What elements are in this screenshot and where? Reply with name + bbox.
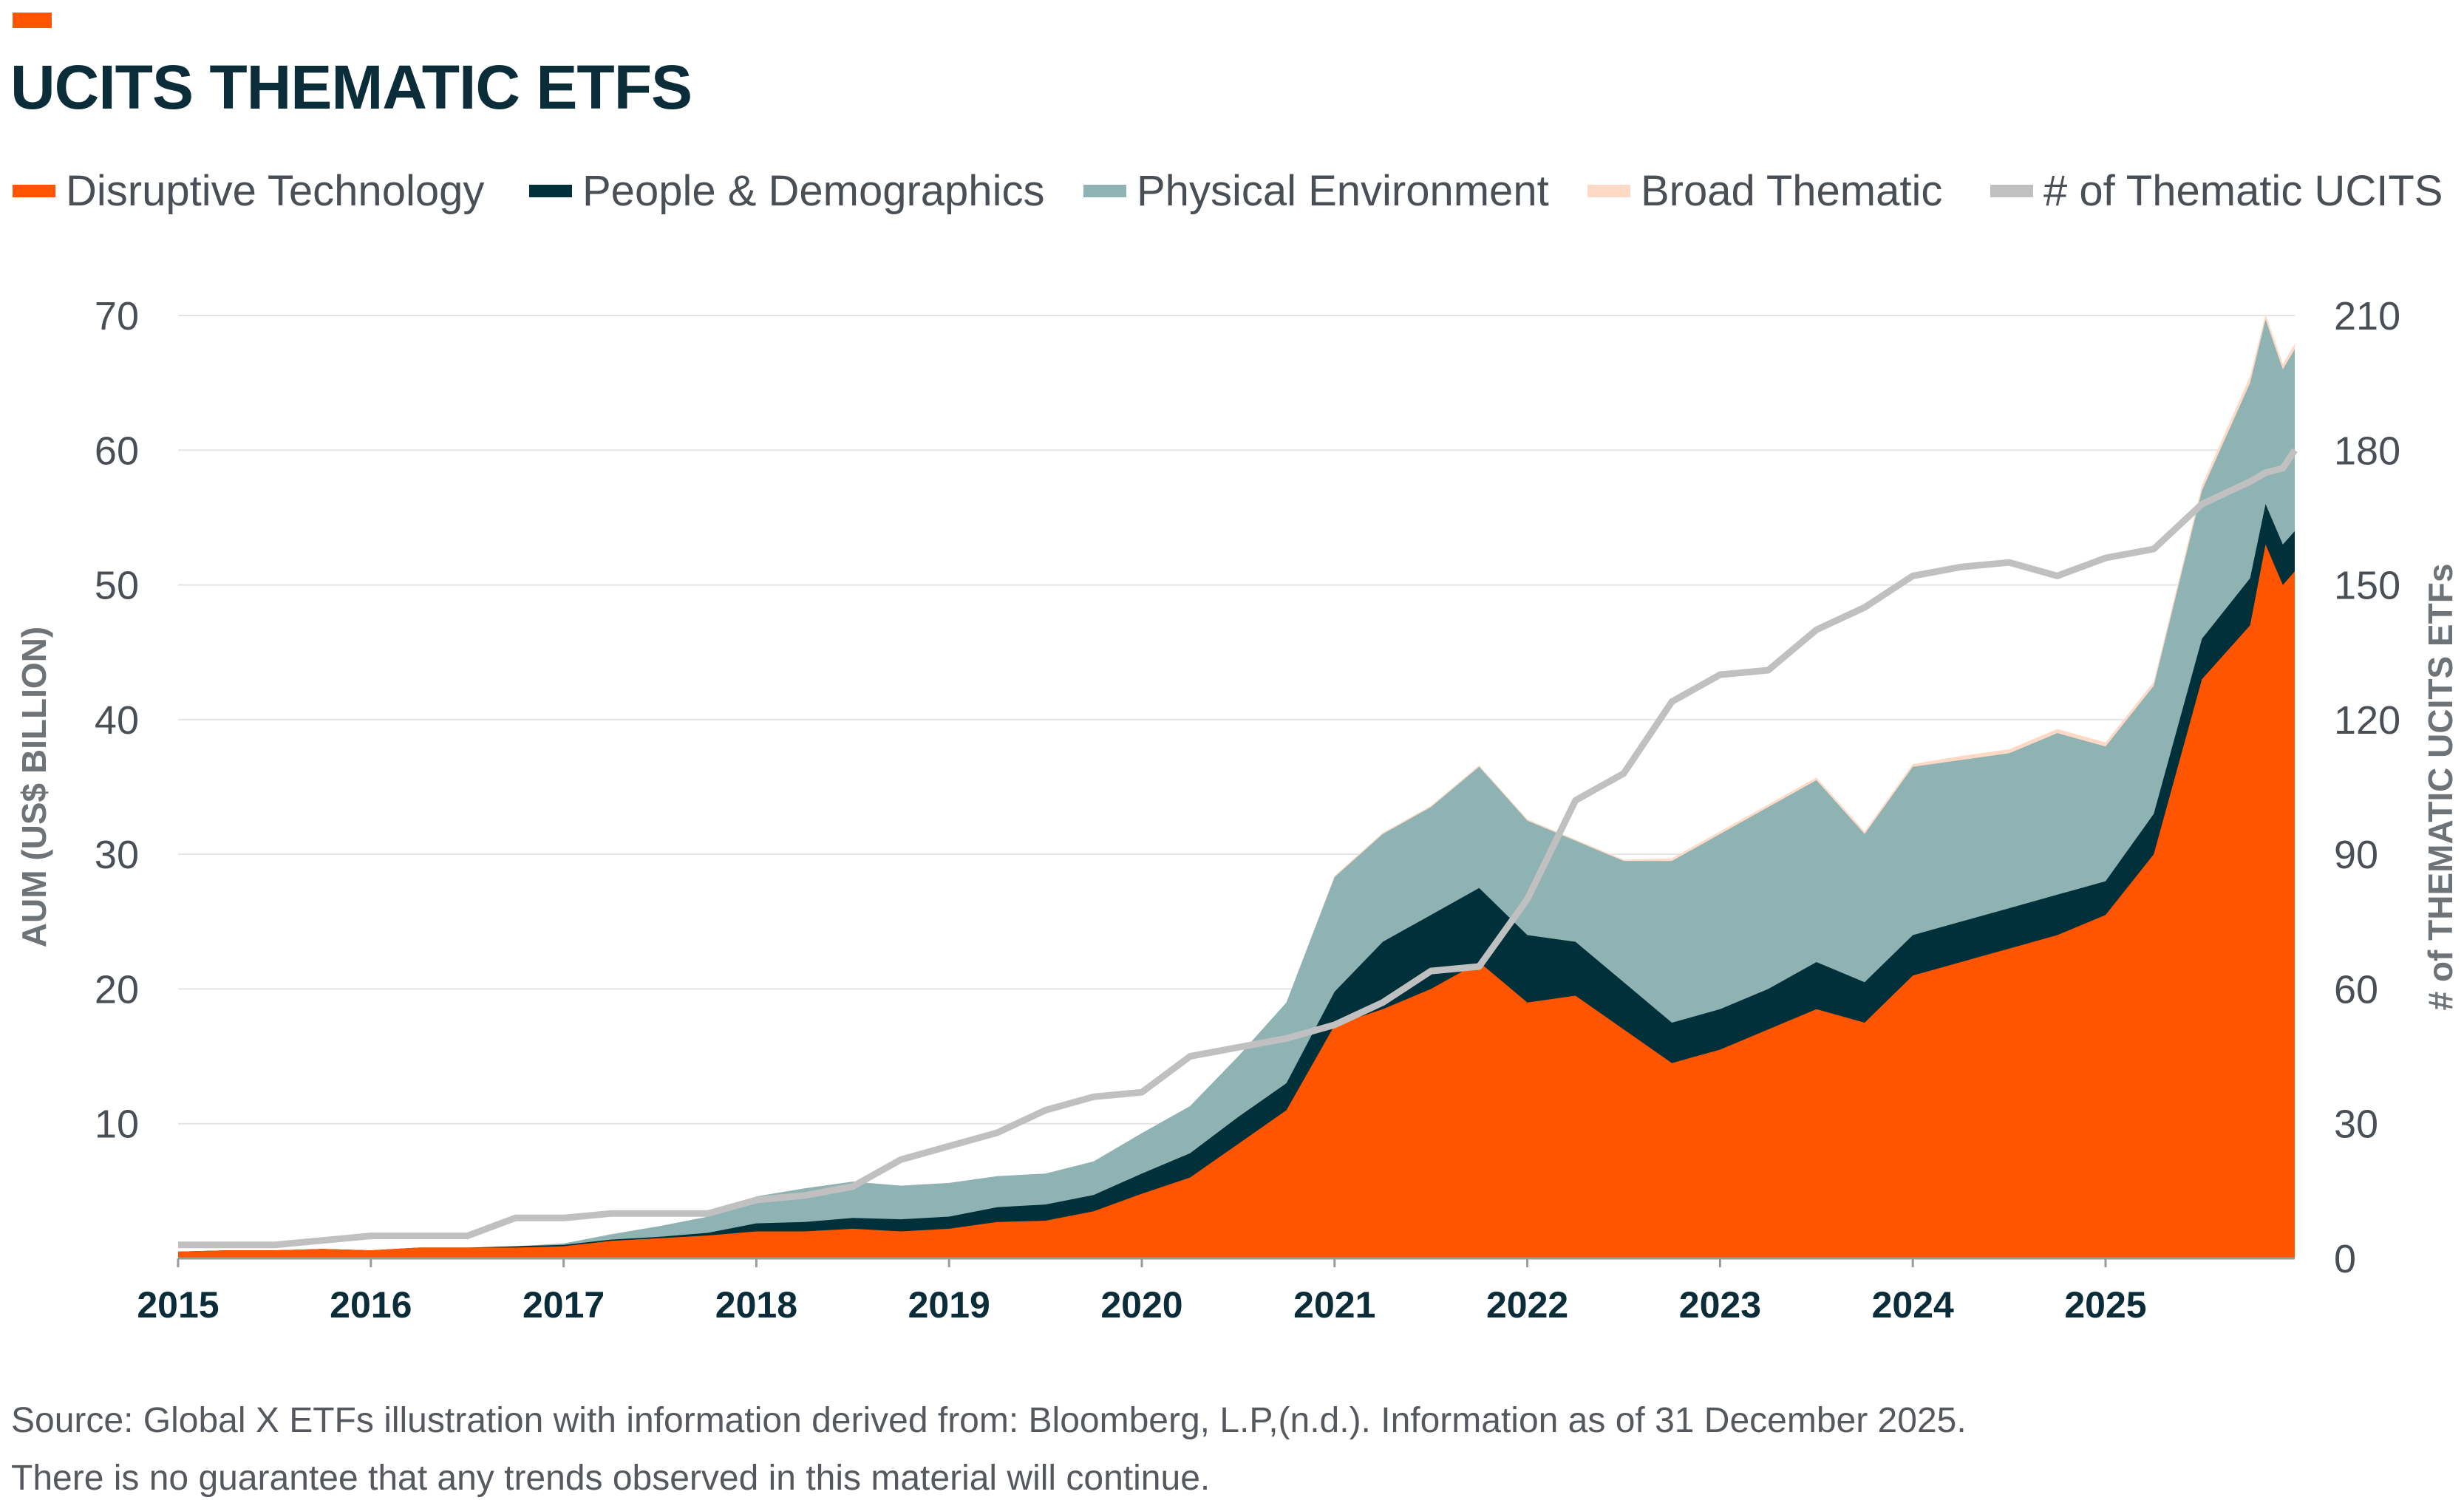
- x-tick-label: 2018: [715, 1284, 797, 1326]
- x-tick-label: 2016: [330, 1284, 412, 1326]
- legend-item-physical-environment: Physical Environment: [1083, 166, 1549, 216]
- y-axis-title: AUM (US$ BILLION): [15, 627, 53, 947]
- legend-swatch: [529, 185, 572, 197]
- legend-label: People & Demographics: [582, 167, 1045, 215]
- legend-swatch: [1990, 185, 2033, 197]
- x-tick-label: 2023: [1679, 1284, 1761, 1326]
- legend-swatch: [1587, 185, 1630, 197]
- x-tick-label: 2022: [1486, 1284, 1568, 1326]
- y2-tick-label: 60: [2334, 967, 2378, 1012]
- legend-label: Disruptive Technology: [66, 167, 485, 215]
- y-tick-label: 50: [95, 564, 139, 608]
- legend-label: # of Thematic UCITS: [2043, 167, 2443, 215]
- y2-tick-label: 180: [2334, 429, 2400, 473]
- area-disruptive-technology: [178, 544, 2295, 1258]
- legend-item-thematic-ucits-count: # of Thematic UCITS: [1990, 166, 2443, 216]
- x-tick-label: 2015: [137, 1284, 219, 1326]
- y-tick-label: 70: [95, 294, 139, 338]
- y2-axis-title: # of THEMATIC UCITS ETFs: [2421, 564, 2460, 1011]
- y2-tick-label: 210: [2334, 294, 2400, 338]
- count-line: [178, 448, 2298, 1249]
- source-note: Source: Global X ETFs illustration with …: [11, 1401, 1967, 1440]
- legend: Disruptive Technology People & Demograph…: [0, 166, 2464, 225]
- legend-item-people-demographics: People & Demographics: [529, 166, 1044, 216]
- legend-label: Broad Thematic: [1641, 167, 1943, 215]
- y-tick-label: 30: [95, 833, 139, 877]
- disclaimer-note: There is no guarantee that any trends ob…: [11, 1459, 1211, 1498]
- y2-tick-label: 150: [2334, 564, 2400, 608]
- x-tick-label: 2024: [1872, 1284, 1954, 1326]
- line-thematic-ucits-count: [178, 448, 2298, 1249]
- x-tick-label: 2021: [1293, 1284, 1375, 1326]
- y2-tick-label: 120: [2334, 698, 2400, 743]
- y-tick-label: 40: [95, 698, 139, 743]
- y2-tick-label: 0: [2334, 1237, 2356, 1281]
- x-tick-label: 2019: [908, 1284, 990, 1326]
- y-tick-label: 60: [95, 429, 139, 473]
- y2-tick-label: 90: [2334, 833, 2378, 877]
- legend-item-broad-thematic: Broad Thematic: [1587, 166, 1942, 216]
- y2-tick-label: 30: [2334, 1102, 2378, 1147]
- x-tick-label: 2017: [523, 1284, 605, 1326]
- y-tick-label: 20: [95, 967, 139, 1012]
- legend-label: Physical Environment: [1137, 167, 1549, 215]
- brand-accent-bar: [13, 13, 52, 28]
- stacked-areas: [178, 314, 2295, 1259]
- legend-swatch: [13, 185, 55, 197]
- axes: 10 20 30 40 50 60 70 0 30 60 90 120 150 180 210 2015 201…: [95, 294, 2400, 1326]
- legend-item-disruptive-technology: Disruptive Technology: [13, 166, 484, 216]
- x-tick-label: 2020: [1100, 1284, 1182, 1326]
- chart-title: UCITS THEMATIC ETFS: [10, 52, 692, 122]
- x-tick-label: 2025: [2064, 1284, 2146, 1326]
- y-tick-label: 10: [95, 1102, 139, 1147]
- legend-swatch: [1083, 185, 1126, 197]
